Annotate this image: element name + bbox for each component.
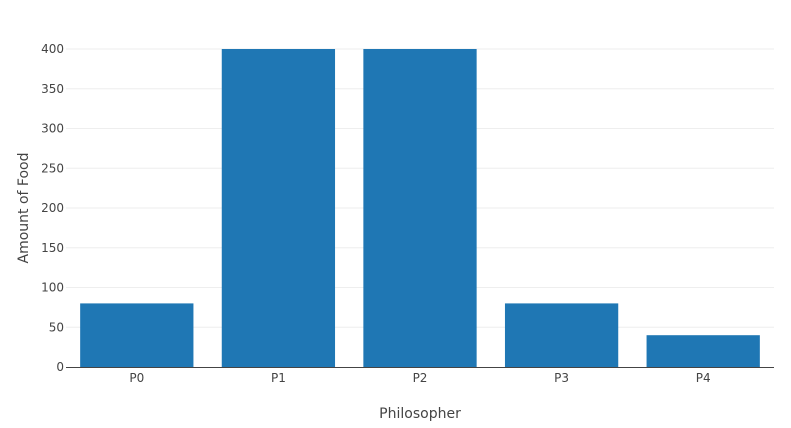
x-tick-label: P3	[554, 371, 569, 385]
x-axis-title: Philosopher	[379, 406, 461, 422]
bar-p0[interactable]	[80, 303, 194, 367]
y-tick-label: 250	[41, 161, 64, 175]
x-tick-label: P2	[413, 371, 428, 385]
x-tick-label: P4	[696, 371, 711, 385]
y-tick-label: 100	[41, 281, 64, 295]
y-tick-label: 350	[41, 82, 64, 96]
x-tick-label: P0	[129, 371, 144, 385]
x-tick-labels: P0 P1 P2 P3 P4	[129, 371, 710, 385]
bar-p1[interactable]	[221, 49, 336, 367]
bars	[80, 49, 760, 367]
bar-p2[interactable]	[363, 49, 477, 367]
y-tick-label: 300	[41, 122, 64, 136]
y-tick-label: 50	[49, 320, 64, 334]
y-tick-label: 200	[41, 201, 64, 215]
bar-p4[interactable]	[646, 335, 760, 367]
y-tick-label: 0	[56, 360, 64, 374]
y-axis-title: Amount of Food	[16, 153, 32, 264]
bar-p3[interactable]	[504, 303, 619, 367]
x-tick-label: P1	[271, 371, 286, 385]
y-tick-label: 400	[41, 42, 64, 56]
y-tick-label: 150	[41, 241, 64, 255]
y-tick-labels: 0 50 100 150 200 250 300 350 400	[41, 42, 64, 374]
